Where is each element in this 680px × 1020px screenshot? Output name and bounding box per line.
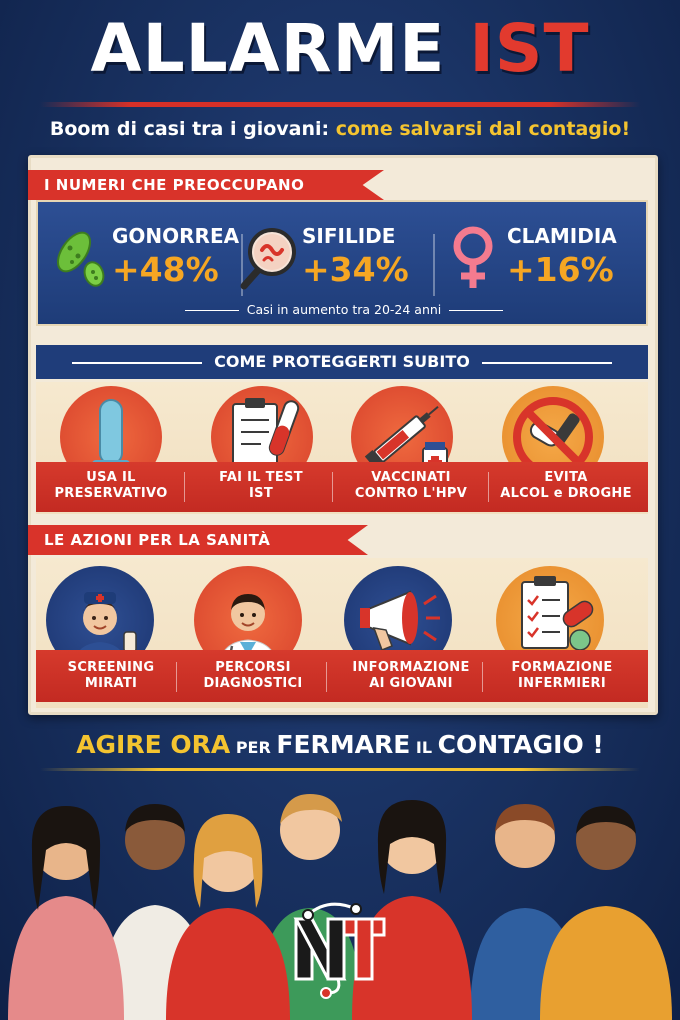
person-icon [166,814,290,1020]
stat-clamidia: CLAMIDIA +16% [443,218,643,298]
title-part-ist: IST [469,10,590,87]
magnifier-icon [240,228,296,290]
label-divider [326,662,327,692]
numbers-box: GONORREA +48% SIFILIDE +34% CLAMIDIA +16… [36,200,648,326]
label-divider [482,662,483,692]
person-icon [540,806,672,1020]
protection-label: FAI IL TEST IST [219,470,303,501]
stat-sifilide: SIFILIDE +34% [238,218,438,298]
label-divider [488,472,489,502]
cases-note: Casi in aumento tra 20-24 anni [38,302,650,317]
protection-label: VACCINATI CONTRO L'HPV [354,470,468,501]
title-divider [40,102,640,107]
stat-value: +48% [112,250,219,289]
numbers-heading: I NUMERI CHE PREOCCUPANO [28,170,384,200]
protection-row: USA IL PRESERVATIVO FAI IL TEST IST VACCIN… [36,382,648,514]
stat-value: +34% [302,250,409,289]
female-symbol-icon [453,226,493,288]
stat-name: CLAMIDIA [507,224,617,248]
stat-gonorrea: GONORREA +48% [48,218,240,298]
label-divider [184,472,185,502]
action-label: SCREENING MIRATI [67,660,155,691]
actions-row: SCREENING MIRATI PERCORSI DIAGNOSTICI INFO… [36,558,648,708]
protection-heading-text: COME PROTEGGERTI SUBITO [214,352,470,371]
actions-label-bar [36,650,648,702]
protection-label-bar [36,462,648,512]
subtitle-part2: come salvarsi dal contagio! [335,118,631,140]
action-label: FORMAZIONE INFERMIERI [511,660,613,691]
stat-name: SIFILIDE [302,224,396,248]
protection-label: EVITA ALCOL e DROGHE [500,470,632,501]
stat-divider [433,234,435,296]
stat-name: GONORREA [112,224,240,248]
nt-logo-icon [293,902,386,999]
label-divider [176,662,177,692]
action-label: PERCORSI DIAGNOSTICI [203,660,303,691]
stat-value: +16% [507,250,614,289]
protection-heading: COME PROTEGGERTI SUBITO [36,345,648,379]
action-label: INFORMAZIONE AI GIOVANI [352,660,470,691]
subtitle-part1: Boom di casi tra i giovani: [49,118,336,140]
title-part-allarme: ALLARME [90,10,470,87]
actions-heading: LE AZIONI PER LA SANITÀ [28,525,368,555]
person-icon [8,806,124,1020]
protection-label: USA IL PRESERVATIVO [54,470,168,501]
cta-underline [40,768,640,771]
bacteria-icon [57,231,105,287]
page-subtitle: Boom di casi tra i giovani: come salvars… [0,118,680,140]
call-to-action: AGIRE ORA PER FERMARE IL CONTAGIO ! [76,730,604,759]
page-title: ALLARME IST [0,6,680,92]
label-divider [332,472,333,502]
stat-divider [241,234,243,296]
